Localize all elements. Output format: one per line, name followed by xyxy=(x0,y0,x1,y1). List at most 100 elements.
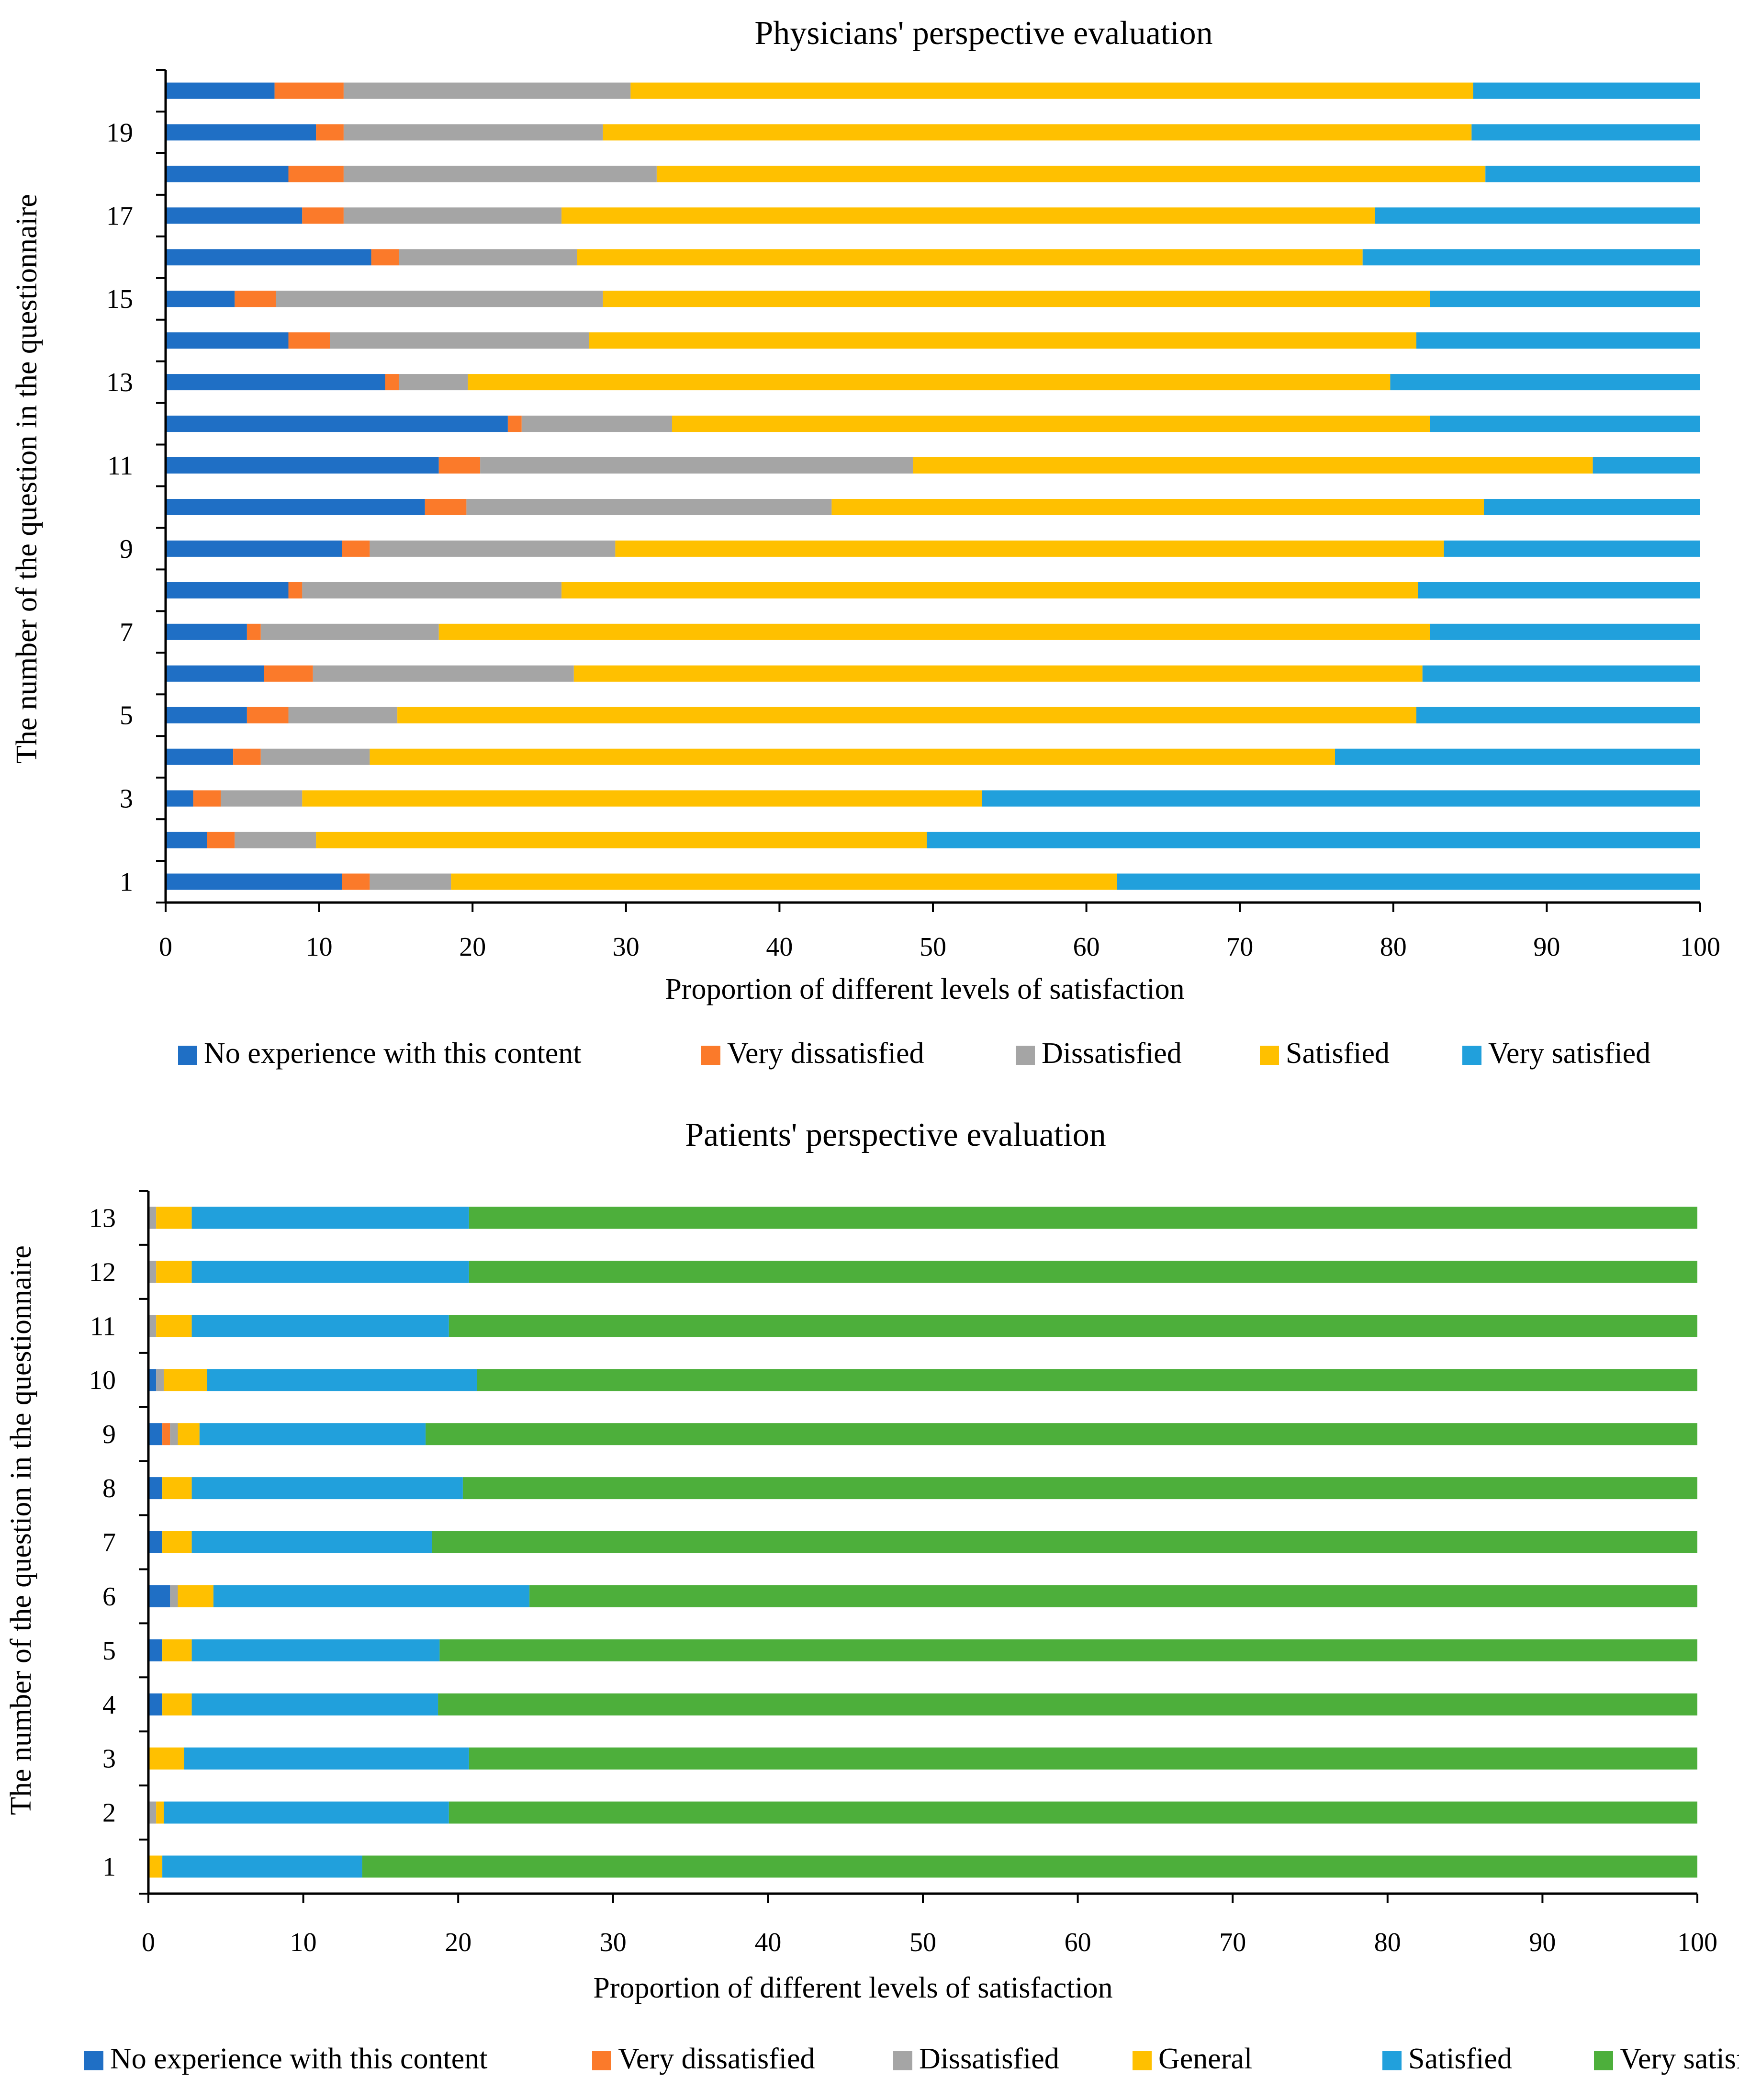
bar-q7-very-dissatisfied xyxy=(247,623,261,640)
bar-q13-general xyxy=(156,1207,192,1229)
y-tick-label: 9 xyxy=(120,534,133,564)
bar-q14-very-satisfied xyxy=(1416,332,1700,349)
bar-q18-no-experience-with-this-content xyxy=(166,166,289,182)
x-tick-label: 20 xyxy=(459,932,486,962)
bar-q15-very-satisfied xyxy=(1430,291,1700,307)
y-tick-label: 17 xyxy=(106,201,133,231)
x-tick-label: 70 xyxy=(1226,932,1253,962)
bar-q11-very-dissatisfied xyxy=(438,457,481,474)
bar-q5-no-experience-with-this-content xyxy=(166,707,247,723)
bar-q10-satisfied xyxy=(831,499,1484,515)
bar-q9-very-satisfied xyxy=(1444,540,1700,557)
bar-q15-no-experience-with-this-content xyxy=(166,291,235,307)
bar-q8-very-satisfied xyxy=(462,1477,1698,1500)
bar-q5-satisfied xyxy=(191,1639,440,1661)
bar-q4-very-satisfied xyxy=(438,1693,1697,1716)
bar-q4-dissatisfied xyxy=(260,748,370,765)
bar-q14-satisfied xyxy=(589,332,1416,349)
bar-q5-general xyxy=(162,1639,192,1661)
bar-q8-dissatisfied xyxy=(302,582,562,598)
bars xyxy=(166,82,1700,890)
bar-q12-general xyxy=(156,1261,192,1283)
bar-q11-very-satisfied xyxy=(449,1315,1697,1337)
bar-q6-satisfied xyxy=(573,665,1423,682)
bar-q1-very-satisfied xyxy=(362,1855,1697,1878)
bar-q12-very-dissatisfied xyxy=(507,416,522,432)
bar-q17-very-satisfied xyxy=(1375,207,1700,224)
legend-swatch xyxy=(84,2051,103,2070)
bar-q19-dissatisfied xyxy=(343,124,603,141)
legend: No experience with this content Very diss… xyxy=(84,2043,1739,2075)
legend-label: Very satisfied xyxy=(1620,2043,1739,2075)
bar-q7-satisfied xyxy=(438,623,1430,640)
bar-q11-satisfied xyxy=(191,1315,449,1337)
y-tick-label: 1 xyxy=(120,868,133,897)
bar-q7-satisfied xyxy=(191,1531,432,1553)
bar-q13-very-satisfied xyxy=(469,1207,1698,1229)
bar-q16-very-satisfied xyxy=(1362,249,1700,266)
bar-q5-very-satisfied xyxy=(1416,707,1700,723)
bar-q9-satisfied xyxy=(615,540,1444,557)
y-tick-label: 13 xyxy=(89,1203,116,1233)
patients-chart: Patients' perspective evaluation 1234567… xyxy=(5,1117,1739,2075)
bar-q10-very-satisfied xyxy=(477,1369,1697,1391)
bar-q12-satisfied xyxy=(191,1261,469,1283)
bar-q11-dissatisfied xyxy=(480,457,913,474)
x-tick-label: 30 xyxy=(613,932,640,962)
x-tick-label: 50 xyxy=(909,1928,936,1957)
x-tick-label: 10 xyxy=(290,1928,317,1957)
bar-q2-very-satisfied xyxy=(449,1801,1697,1824)
bar-q6-very-satisfied xyxy=(1422,665,1700,682)
legend-label: Dissatisfied xyxy=(919,2043,1059,2075)
bar-q7-no-experience-with-this-content xyxy=(148,1531,163,1553)
bar-q10-dissatisfied xyxy=(156,1369,164,1391)
bar-q5-dissatisfied xyxy=(288,707,398,723)
y-tick-label: 9 xyxy=(102,1420,116,1449)
bar-q12-no-experience-with-this-content xyxy=(166,416,508,432)
bar-q3-satisfied xyxy=(302,790,982,807)
bar-q12-satisfied xyxy=(672,416,1430,432)
bar-q4-general xyxy=(162,1693,192,1716)
legend-label: Very satisfied xyxy=(1488,1037,1650,1070)
x-ticks: 0 10 20 30 40 50 60 70 80 90 100 xyxy=(159,903,1720,962)
bar-q3-dissatisfied xyxy=(221,790,303,807)
bar-q15-dissatisfied xyxy=(276,291,603,307)
bar-q16-very-dissatisfied xyxy=(371,249,399,266)
bar-q10-very-satisfied xyxy=(1484,499,1700,515)
bar-q7-no-experience-with-this-content xyxy=(166,623,247,640)
bar-q9-very-dissatisfied xyxy=(342,540,370,557)
bar-q4-no-experience-with-this-content xyxy=(166,748,234,765)
bar-q18-very-dissatisfied xyxy=(288,166,344,182)
bar-q3-very-satisfied xyxy=(982,790,1700,807)
bar-q3-very-satisfied xyxy=(469,1747,1698,1770)
x-tick-label: 100 xyxy=(1677,1928,1717,1957)
bar-q3-satisfied xyxy=(184,1747,469,1770)
bar-q1-satisfied xyxy=(162,1855,362,1878)
y-tick-label: 11 xyxy=(107,451,133,481)
bar-q8-very-dissatisfied xyxy=(288,582,303,598)
bar-q6-dissatisfied xyxy=(313,665,574,682)
legend-swatch xyxy=(592,2051,611,2070)
y-tick-label: 1 xyxy=(102,1852,116,1882)
legend-item-very-dissatisfied: Very dissatisfied xyxy=(592,2043,815,2075)
bar-q12-very-satisfied xyxy=(1430,416,1700,432)
y-tick-label: 10 xyxy=(89,1366,116,1395)
x-tick-label: 10 xyxy=(306,932,333,962)
bar-q17-very-dissatisfied xyxy=(302,207,344,224)
bar-q6-no-experience-with-this-content xyxy=(148,1585,170,1607)
bar-q11-dissatisfied xyxy=(148,1315,157,1337)
bar-q19-no-experience-with-this-content xyxy=(166,124,316,141)
bar-q7-very-satisfied xyxy=(1430,623,1700,640)
legend: No experience with this content Very diss… xyxy=(178,1037,1650,1070)
bar-q8-general xyxy=(162,1477,192,1500)
y-tick-label: 7 xyxy=(120,618,133,647)
y-tick-label: 4 xyxy=(102,1690,116,1720)
bar-q2-dissatisfied xyxy=(235,832,316,848)
legend-item-satisfied: Satisfied xyxy=(1382,2043,1512,2075)
x-tick-label: 80 xyxy=(1380,932,1407,962)
bar-q19-very-dissatisfied xyxy=(316,124,344,141)
legend-item-general: General xyxy=(1133,2043,1252,2075)
y-tick-label: 15 xyxy=(106,284,133,314)
x-tick-label: 60 xyxy=(1065,1928,1091,1957)
